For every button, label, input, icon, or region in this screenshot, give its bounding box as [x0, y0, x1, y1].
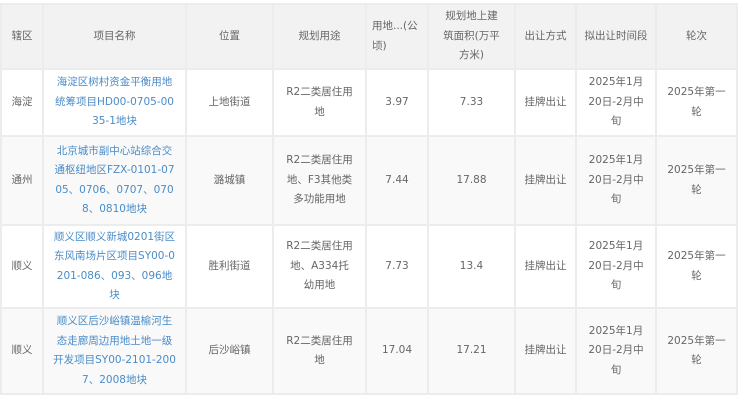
cell-planned-use: R2二类居住用地、F3其他类多功能用地: [272, 135, 367, 226]
table-row: 海淀 海淀区树村资金平衡用地统筹项目HD00-0705-0035-1地块 上地街道 R…: [0, 68, 738, 137]
column-header-transfer-method: 出让方式: [514, 3, 577, 70]
land-supply-table: 辖区 项目名称 位置 规划用途 用地...(公顷) 规划地上建筑面积(万平方米) 出让方式拟…: [0, 3, 738, 395]
cell-round: 2025年第一轮: [655, 135, 738, 226]
cell-floor-area: 17.21: [427, 307, 516, 395]
column-header-floor-area: 规划地上建筑面积(万平方米): [427, 3, 516, 70]
column-header-location: 位置: [185, 3, 274, 70]
cell-location: 后沙峪镇: [185, 307, 274, 395]
cell-district: 顺义: [0, 224, 44, 309]
column-header-project-name: 项目名称: [42, 3, 187, 70]
cell-project-name: 顺义区顺义新城0201街区东风南场片区项目SY00-0201-086、093、0…: [42, 224, 187, 309]
cell-district: 顺义: [0, 307, 44, 395]
cell-land-area: 3.97: [365, 68, 429, 137]
cell-floor-area: 17.88: [427, 135, 516, 226]
table-row: 顺义 顺义区后沙峪镇温榆河生态走廊周边用地土地一级开发项目SY00-2101-20…: [0, 307, 738, 395]
cell-round: 2025年第一轮: [655, 224, 738, 309]
cell-location: 潞城镇: [185, 135, 274, 226]
column-header-planned-use: 规划用途: [272, 3, 367, 70]
column-header-land-area: 用地...(公顷): [365, 3, 429, 70]
cell-district: 海淀: [0, 68, 44, 137]
cell-transfer-method: 挂牌出让: [514, 307, 577, 395]
cell-transfer-method: 挂牌出让: [514, 224, 577, 309]
cell-planned-use: R2二类居住用地、A334托幼用地: [272, 224, 367, 309]
cell-floor-area: 7.33: [427, 68, 516, 137]
column-header-round: 轮次: [655, 3, 738, 70]
cell-project-name: 北京城市副中心站综合交通枢纽地区FZX-0101-0705、0706、0707、…: [42, 135, 187, 226]
cell-round: 2025年第一轮: [655, 68, 738, 137]
cell-transfer-period: 2025年1月20日-2月中旬: [575, 68, 657, 137]
project-link[interactable]: 海淀区树村资金平衡用地统筹项目HD00-0705-0035-1地块: [54, 76, 174, 128]
cell-floor-area: 13.4: [427, 224, 516, 309]
cell-round: 2025年第一轮: [655, 307, 738, 395]
cell-district: 通州: [0, 135, 44, 226]
table-row: 顺义 顺义区顺义新城0201街区东风南场片区项目SY00-0201-086、093…: [0, 224, 738, 309]
cell-planned-use: R2二类居住用地: [272, 68, 367, 137]
project-link[interactable]: 顺义区顺义新城0201街区东风南场片区项目SY00-0201-086、093、0…: [53, 230, 176, 302]
cell-location: 上地街道: [185, 68, 274, 137]
project-link[interactable]: 北京城市副中心站综合交通枢纽地区FZX-0101-0705、0706、0707、…: [54, 144, 175, 216]
cell-project-name: 顺义区后沙峪镇温榆河生态走廊周边用地土地一级开发项目SY00-2101-2007…: [42, 307, 187, 395]
cell-transfer-method: 挂牌出让: [514, 68, 577, 137]
cell-land-area: 7.44: [365, 135, 429, 226]
table-body: 海淀 海淀区树村资金平衡用地统筹项目HD00-0705-0035-1地块 上地街道 R…: [0, 68, 738, 395]
table-header: 辖区 项目名称 位置 规划用途 用地...(公顷) 规划地上建筑面积(万平方米) 出让方式拟…: [0, 3, 738, 70]
cell-land-area: 17.04: [365, 307, 429, 395]
column-header-district: 辖区: [0, 3, 44, 70]
cell-transfer-period: 2025年1月20日-2月中旬: [575, 307, 657, 395]
column-header-transfer-period: 拟出让时间段: [575, 3, 657, 70]
cell-transfer-period: 2025年1月20日-2月中旬: [575, 224, 657, 309]
cell-land-area: 7.73: [365, 224, 429, 309]
cell-transfer-method: 挂牌出让: [514, 135, 577, 226]
table-row: 通州 北京城市副中心站综合交通枢纽地区FZX-0101-0705、0706、070…: [0, 135, 738, 226]
cell-location: 胜利街道: [185, 224, 274, 309]
cell-transfer-period: 2025年1月20日-2月中旬: [575, 135, 657, 226]
project-link[interactable]: 顺义区后沙峪镇温榆河生态走廊周边用地土地一级开发项目SY00-2101-2007…: [53, 315, 176, 386]
cell-planned-use: R2二类居住用地: [272, 307, 367, 395]
cell-project-name: 海淀区树村资金平衡用地统筹项目HD00-0705-0035-1地块: [42, 68, 187, 137]
